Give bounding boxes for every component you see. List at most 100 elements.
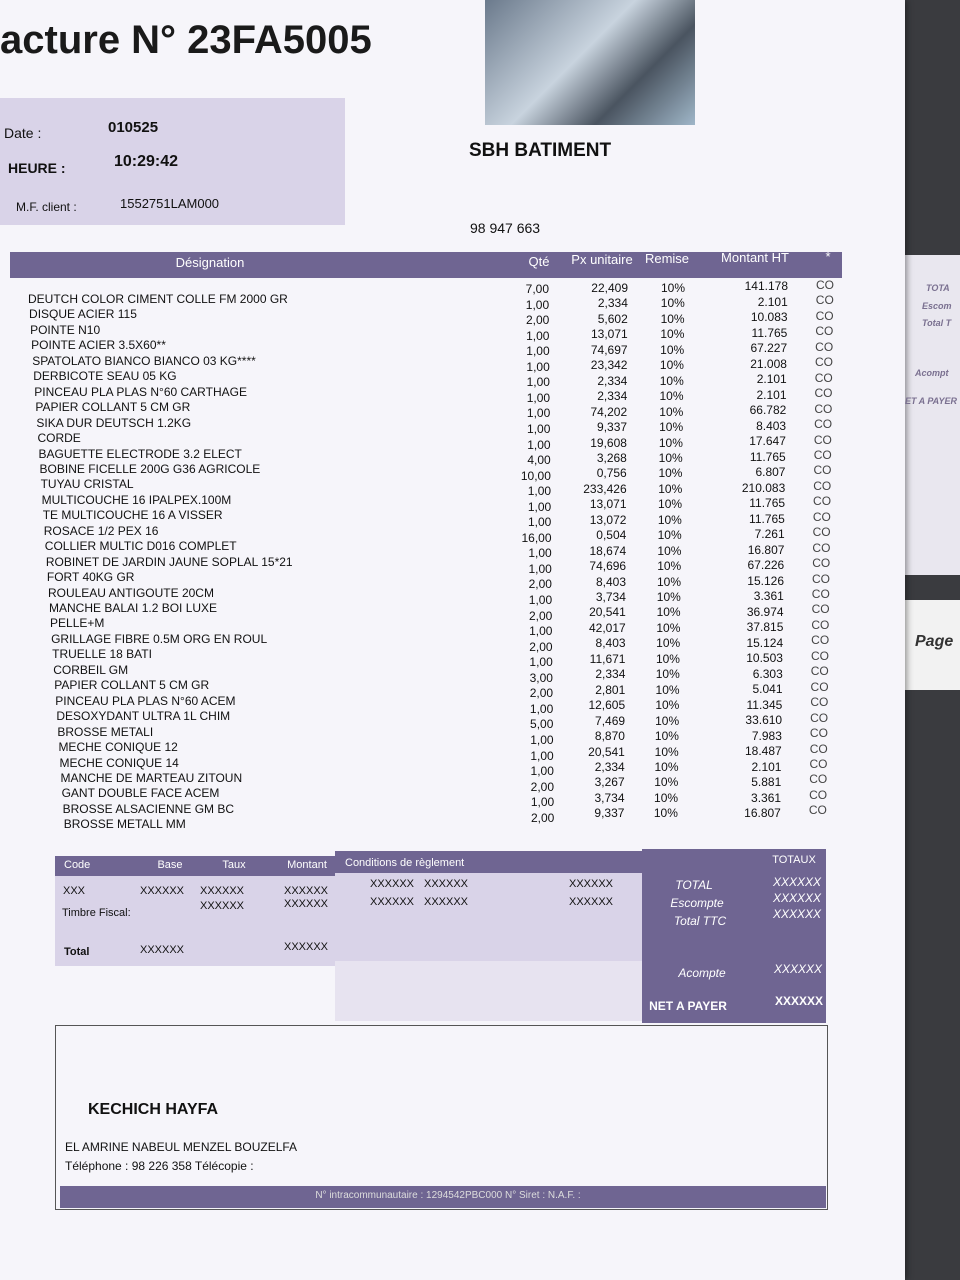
item-discount: 10% [656, 620, 681, 635]
blank-area [335, 961, 642, 1021]
item-designation: TUYAU CRISTAL [40, 477, 134, 492]
total-value: XXXXXX [772, 907, 822, 921]
item-amount: 66.782 [749, 403, 787, 417]
item-amount: 3.361 [751, 790, 782, 805]
item-discount: 10% [659, 420, 684, 435]
background-text: ET A PAYER [905, 396, 958, 406]
item-qty: 1,00 [527, 484, 552, 499]
tax-total-value: XXXXXX [139, 944, 185, 956]
item-code: CO [812, 571, 830, 586]
item-code: CO [809, 756, 828, 771]
total-label: Escompte [670, 896, 724, 910]
background-document [900, 255, 960, 575]
item-qty: 2,00 [525, 313, 550, 328]
item-amount: 11.345 [746, 697, 783, 712]
item-code: CO [810, 710, 829, 725]
net-label: NET A PAYER [649, 999, 727, 1013]
item-discount: 10% [657, 559, 682, 574]
background-text: Page [915, 633, 954, 650]
item-amount: 6.303 [752, 666, 783, 681]
item-discount: 10% [656, 636, 681, 651]
item-designation: MANCHE DE MARTEAU ZITOUN [60, 770, 243, 785]
item-qty: 3,00 [529, 670, 553, 685]
date-label: Date : [4, 125, 42, 141]
item-designation: ROBINET DE JARDIN JAUNE SOPLAL 15*21 [45, 554, 293, 569]
item-designation: ROULEAU ANTIGOUTE 20CM [47, 585, 214, 600]
item-qty: 2,00 [529, 686, 554, 701]
item-code: CO [813, 432, 832, 447]
item-qty: 1,00 [526, 344, 550, 359]
item-code: CO [812, 509, 831, 524]
condition-cell: XXXXXX [423, 878, 469, 890]
item-amount: 7.983 [751, 728, 782, 743]
tax-column-header: Montant [287, 859, 327, 871]
item-amount: 2.101 [757, 294, 788, 309]
item-discount: 10% [659, 358, 684, 373]
item-designation: PINCEAU PLA PLAS N°60 CARTHAGE [34, 384, 247, 399]
tax-cell: XXXXXX [139, 885, 185, 897]
condition-cell: XXXXXX [568, 896, 614, 908]
item-qty: 1,00 [526, 359, 550, 374]
mf-label: M.F. client : [16, 200, 77, 214]
item-code: CO [816, 278, 834, 292]
item-code: CO [810, 648, 829, 663]
item-discount: 10% [656, 605, 681, 620]
client-footer-bar [60, 1186, 826, 1208]
background-text: TOTA [926, 283, 950, 293]
item-qty: 10,00 [520, 468, 551, 483]
tax-column-header: Base [157, 859, 183, 871]
item-amount: 15.126 [747, 573, 784, 588]
item-unit-price: 12,605 [588, 698, 626, 713]
item-code: CO [810, 695, 829, 710]
item-qty: 5,00 [530, 717, 554, 732]
item-designation: BROSSE METALI [57, 724, 154, 739]
totals-title: TOTAUX [772, 854, 816, 866]
background-text: Acompt [915, 368, 949, 378]
item-code: CO [811, 617, 830, 632]
item-discount: 10% [657, 512, 682, 527]
item-qty: 16,00 [521, 530, 552, 545]
acompte-label: Acompte [678, 966, 726, 980]
item-qty: 1,00 [527, 499, 552, 514]
item-amount: 11.765 [751, 325, 788, 340]
item-designation: POINTE ACIER 3.5X60** [31, 338, 166, 353]
item-discount: 10% [658, 450, 683, 465]
item-amount: 141.178 [744, 279, 788, 293]
item-discount: 10% [656, 574, 682, 589]
acompte-value: XXXXXX [773, 962, 823, 976]
fiscal-value: XXXXXX [283, 898, 329, 910]
item-qty: 2,00 [530, 810, 555, 825]
table-header [10, 252, 842, 278]
net-value: XXXXXX [774, 994, 824, 1008]
item-amount: 5.881 [751, 775, 782, 789]
item-designation: PAPIER COLLANT 5 CM GR [54, 678, 210, 693]
tax-header [55, 856, 335, 876]
item-qty: 1,00 [530, 732, 554, 747]
item-designation: BOBINE FICELLE 200G G36 AGRICOLE [39, 461, 261, 476]
item-code: CO [814, 417, 833, 432]
item-discount: 10% [658, 435, 683, 450]
item-designation: GRILLAGE FIBRE 0.5M ORG EN ROUL [51, 631, 268, 646]
item-qty: 1,00 [528, 515, 552, 530]
background-text: Total T [922, 318, 952, 328]
item-amount: 67.226 [747, 558, 785, 572]
item-qty: 7,00 [525, 282, 549, 296]
item-code: CO [813, 494, 832, 509]
item-discount: 10% [657, 528, 682, 543]
item-designation: TRUELLE 18 BATI [52, 647, 152, 662]
total-value: XXXXXX [772, 875, 822, 889]
item-designation: DISQUE ACIER 115 [29, 307, 137, 322]
time-label: HEURE : [8, 160, 66, 176]
total-label: TOTAL [675, 878, 713, 892]
column-header: * [825, 248, 831, 264]
item-unit-price: 2,334 [594, 759, 625, 774]
condition-cell: XXXXXX [423, 896, 469, 908]
item-qty: 1,00 [529, 624, 553, 639]
item-discount: 10% [655, 682, 680, 697]
item-unit-price: 42,017 [588, 620, 626, 635]
item-discount: 10% [655, 698, 680, 713]
item-code: CO [814, 386, 833, 401]
item-code: CO [809, 787, 828, 802]
item-designation: TE MULTICOUCHE 16 A VISSER [42, 508, 223, 523]
column-header: Montant HT [721, 249, 789, 265]
